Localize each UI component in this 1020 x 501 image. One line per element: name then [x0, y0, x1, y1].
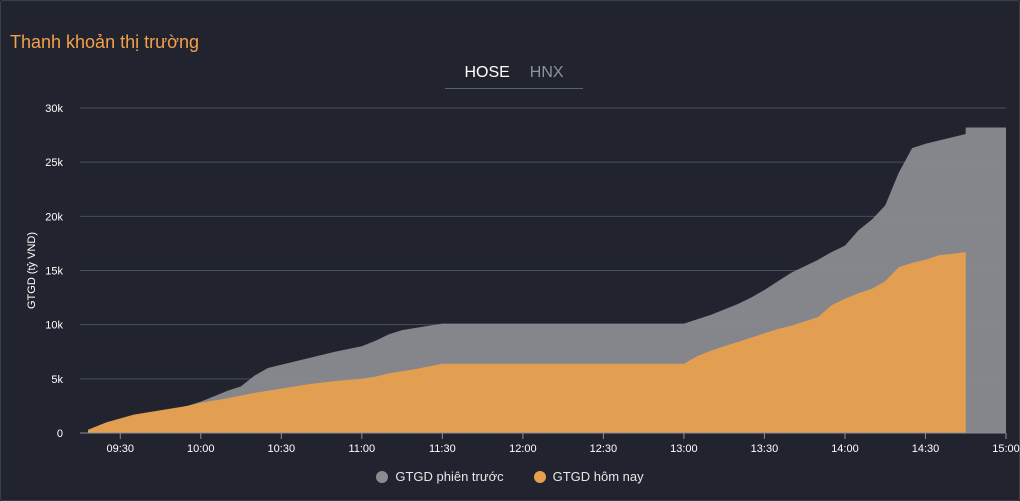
y-tick-label: 30k [45, 103, 63, 115]
x-tick-label: 11:30 [429, 443, 456, 455]
legend-label-previous: GTGD phiên trước [395, 469, 504, 484]
x-tick-label: 11:00 [348, 443, 375, 455]
x-tick-label: 10:00 [187, 443, 215, 455]
panel-title: Thanh khoản thị trường [10, 32, 199, 52]
y-tick-label: 0 [57, 428, 63, 440]
y-tick-label: 20k [45, 211, 63, 223]
legend-item-previous[interactable]: GTGD phiên trước [376, 469, 504, 484]
chart-legend: GTGD phiên trước GTGD hôm nay [0, 469, 1020, 484]
tab-hnx[interactable]: HNX [529, 64, 564, 81]
y-tick-label: 25k [45, 157, 63, 169]
x-tick-label: 12:00 [509, 443, 537, 455]
x-tick-label: 13:00 [670, 443, 698, 455]
y-tick-label: 15k [45, 266, 63, 278]
y-axis-label: GTGD (tỷ VND) [26, 232, 38, 309]
legend-item-today[interactable]: GTGD hôm nay [533, 469, 644, 484]
y-tick-label: 5k [51, 374, 63, 386]
legend-swatch-previous [376, 470, 389, 483]
x-tick-label: 09:30 [106, 443, 134, 455]
legend-swatch-today [533, 470, 546, 483]
x-tick-label: 10:30 [268, 443, 296, 455]
x-tick-label: 15:00 [992, 443, 1020, 455]
x-tick-label: 12:30 [590, 443, 618, 455]
legend-label-today: GTGD hôm nay [552, 469, 644, 484]
x-tick-label: 13:30 [751, 443, 779, 455]
exchange-tabs: HOSE HNX [445, 62, 583, 89]
area-today [88, 252, 966, 433]
tab-hose[interactable]: HOSE [464, 64, 510, 81]
y-tick-label: 10k [45, 320, 63, 332]
x-tick-label: 14:00 [831, 443, 859, 455]
x-tick-label: 14:30 [912, 443, 940, 455]
